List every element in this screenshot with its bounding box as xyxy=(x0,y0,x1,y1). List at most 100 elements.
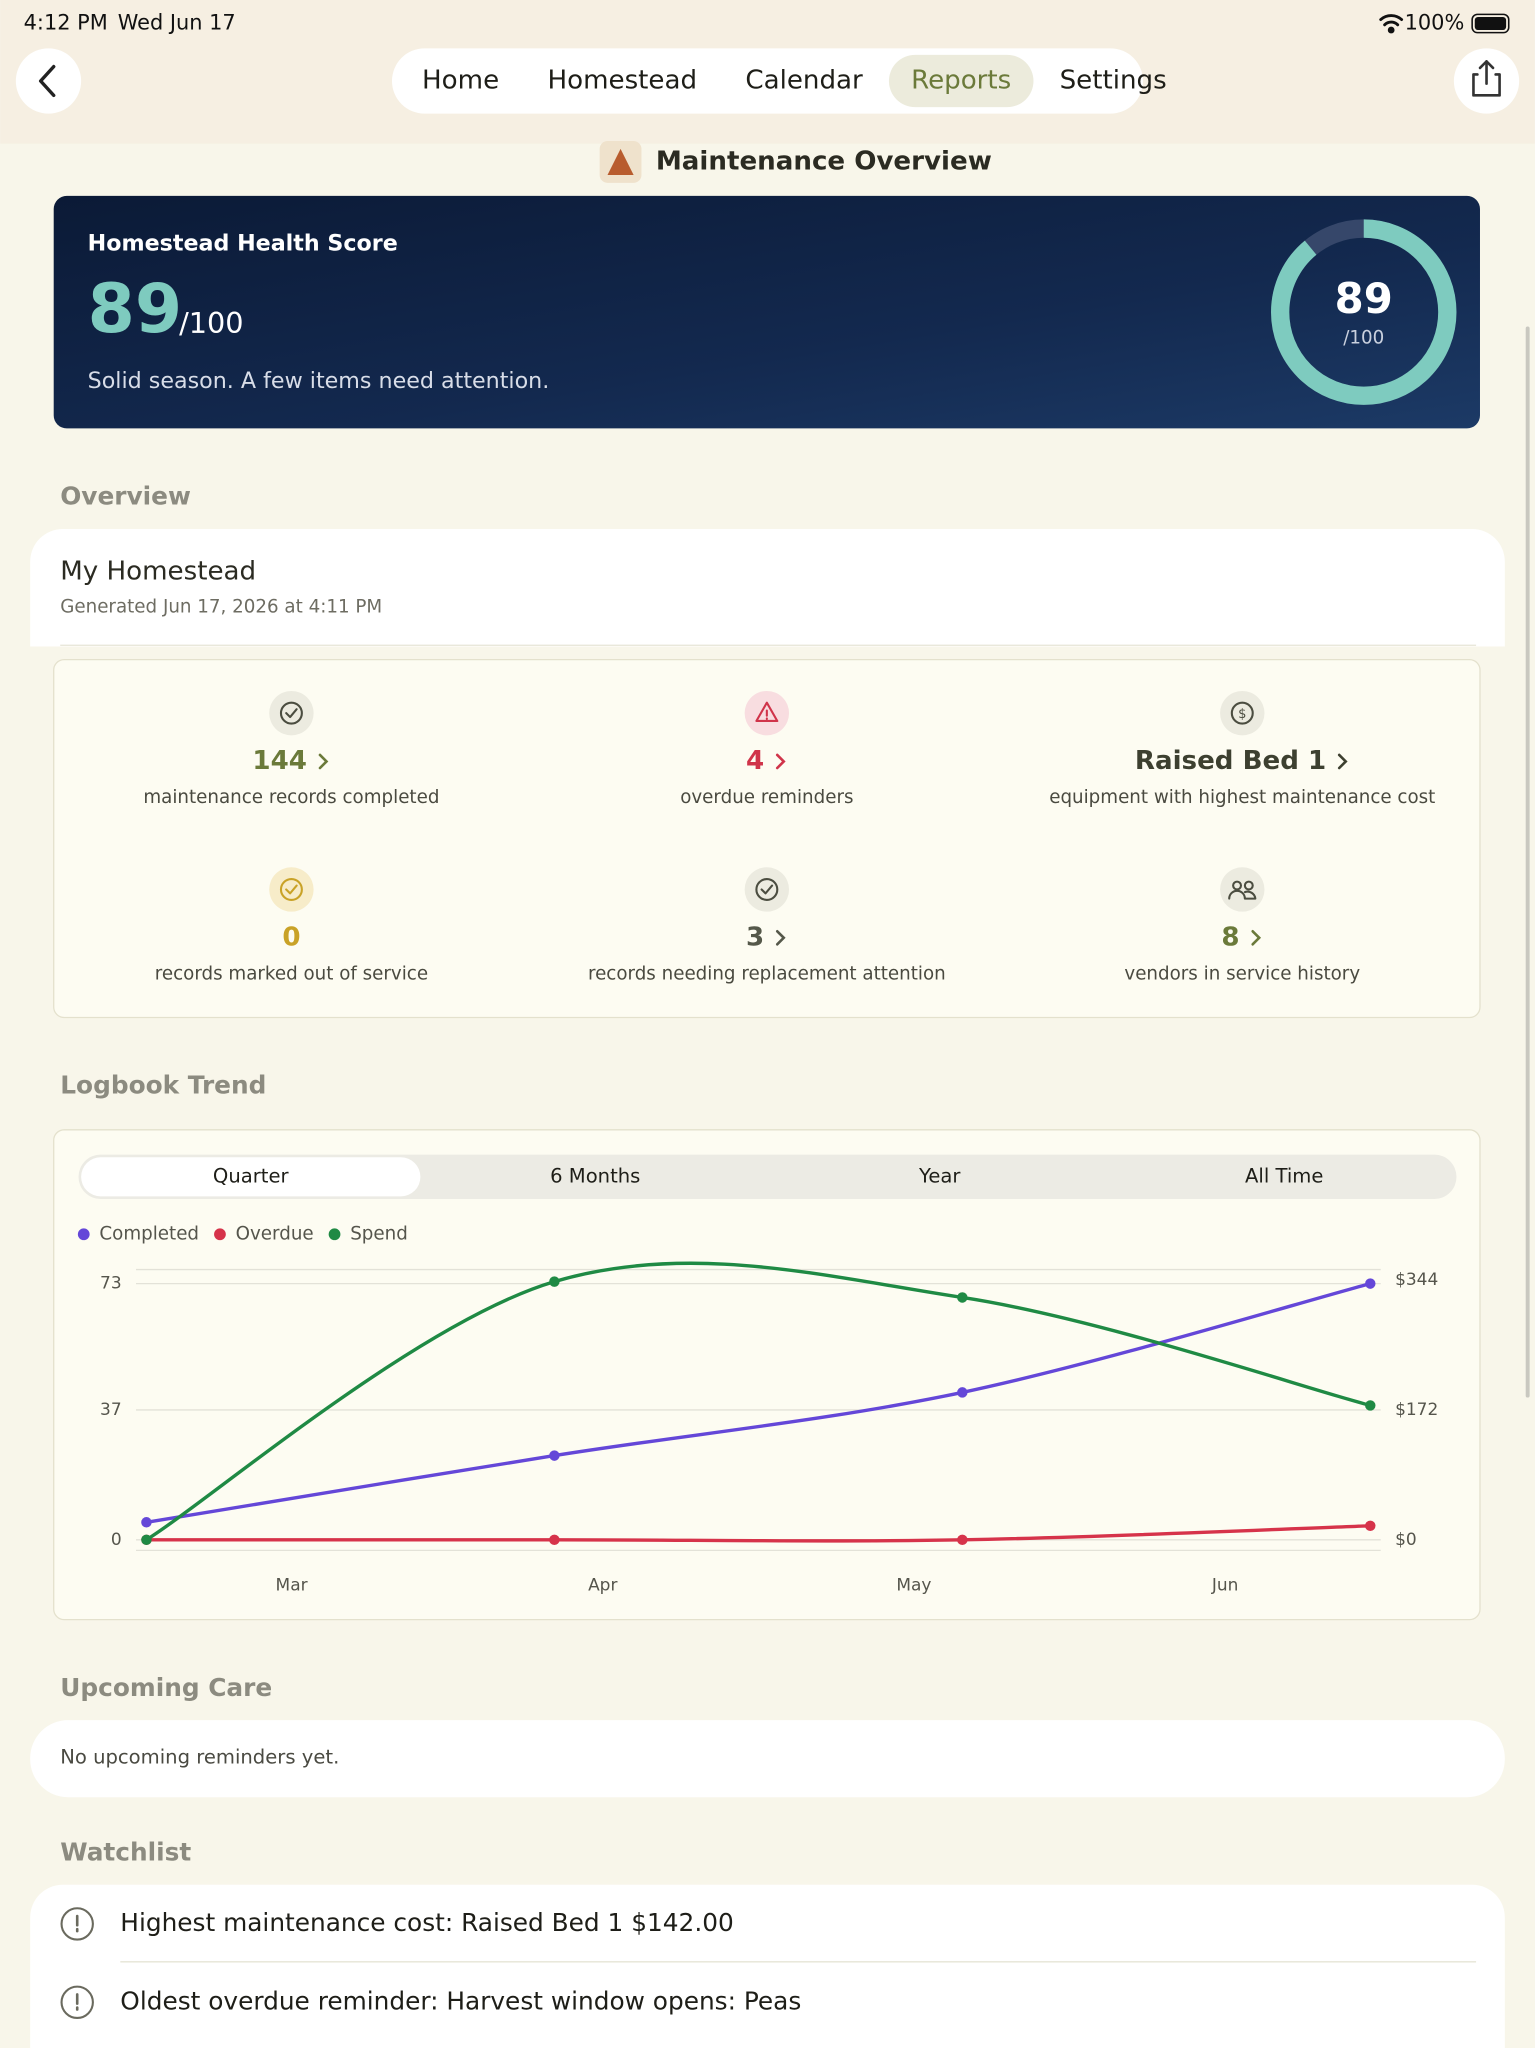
x-tick-label: Jun xyxy=(1211,1576,1239,1596)
legend-label: Spend xyxy=(350,1223,408,1244)
y2-tick-label: $172 xyxy=(1395,1400,1438,1420)
nav-tab[interactable]: Home xyxy=(422,65,499,95)
stat-icon xyxy=(755,701,779,723)
data-point xyxy=(1365,1400,1376,1411)
stat-label: records marked out of service xyxy=(155,963,428,984)
share-icon xyxy=(1472,60,1501,97)
section-heading: Watchlist xyxy=(60,1837,191,1866)
empty-text: No upcoming reminders yet. xyxy=(60,1746,339,1769)
segments: Quarter 6 Months Year All Time xyxy=(81,1157,1323,1197)
nav-tab[interactable]: Homestead xyxy=(547,65,697,95)
stat-label: overdue reminders xyxy=(680,787,853,808)
segment[interactable]: Quarter xyxy=(213,1164,290,1187)
y2-tick-label: $344 xyxy=(1395,1270,1438,1290)
stat-label: vendors in service history xyxy=(1124,963,1360,984)
segment[interactable]: 6 Months xyxy=(550,1164,640,1187)
data-point xyxy=(549,1450,560,1461)
watch-item[interactable]: Oldest overdue reminder: Harvest window … xyxy=(120,1986,801,2015)
upcoming-card xyxy=(30,1720,1505,1798)
stat-value: 0 xyxy=(282,922,300,952)
stat-value[interactable]: 3 xyxy=(746,922,764,952)
section-heading: Logbook Trend xyxy=(60,1071,266,1100)
x-tick-label: May xyxy=(896,1576,931,1596)
watchlist-items: Highest maintenance cost: Raised Bed 1 $… xyxy=(60,1907,801,2020)
health-card xyxy=(53,195,1480,429)
data-point xyxy=(141,1517,152,1528)
back-icon xyxy=(38,64,56,98)
data-point xyxy=(957,1292,968,1303)
chart-card xyxy=(53,1129,1481,1621)
data-point xyxy=(1365,1278,1376,1289)
data-point xyxy=(549,1534,560,1546)
stats-grid: 144 maintenance records completed 4 overdue… xyxy=(143,690,1435,984)
stat-value[interactable]: 144 xyxy=(252,746,307,776)
section-heading: Upcoming Care xyxy=(60,1673,272,1702)
nav-tab-active xyxy=(888,54,1034,108)
chevron xyxy=(1251,929,1262,946)
data-point xyxy=(141,1534,152,1546)
legend-dot xyxy=(214,1228,226,1241)
watch-item[interactable]: Highest maintenance cost: Raised Bed 1 $… xyxy=(120,1908,733,1937)
stat-icon xyxy=(285,708,298,719)
x-tick-label: Mar xyxy=(276,1576,308,1596)
x-tick-label: Apr xyxy=(588,1576,617,1596)
legend-dot xyxy=(328,1228,341,1241)
nav-tab[interactable]: Reports xyxy=(911,65,1011,95)
battery-icon xyxy=(1471,13,1510,34)
series-line xyxy=(145,1261,1371,1542)
nav-tabs: Home Homestead Calendar Reports Settings xyxy=(422,54,1167,108)
stat-icon xyxy=(279,701,303,725)
health-message: Solid season. A few items need attention… xyxy=(88,368,550,394)
alert-icon xyxy=(60,1907,94,1941)
legend-label: Overdue xyxy=(236,1223,314,1244)
stat-icon-bg xyxy=(269,690,314,736)
status-date: Wed Jun 17 xyxy=(118,11,236,35)
nav-tab[interactable]: Settings xyxy=(1060,65,1167,95)
y-tick-label: 0 xyxy=(111,1530,122,1550)
data-point xyxy=(1365,1520,1376,1532)
stat-value[interactable]: 4 xyxy=(746,746,764,776)
legend-dot xyxy=(77,1228,90,1241)
segmented-control xyxy=(78,1154,1457,1200)
back-button[interactable] xyxy=(15,48,82,114)
ring-progress xyxy=(1271,219,1457,405)
status-time: 4:12 PM xyxy=(24,11,108,35)
wifi-icon xyxy=(1379,14,1404,34)
chevron xyxy=(318,753,329,770)
stat-icon xyxy=(285,884,298,895)
stat-icon-glyph: $ xyxy=(1238,707,1246,722)
health-max: /100 xyxy=(179,306,244,340)
nav-tab[interactable]: Calendar xyxy=(745,65,863,95)
y-tick-label: 73 xyxy=(100,1274,122,1294)
segment-active xyxy=(81,1157,421,1197)
y2-tick-label: $0 xyxy=(1395,1530,1417,1550)
data-point xyxy=(549,1276,560,1287)
section-heading: Overview xyxy=(60,482,191,511)
stat-value[interactable]: 8 xyxy=(1221,922,1239,952)
stat-icon xyxy=(1230,701,1254,725)
health-score: 89 xyxy=(88,270,183,349)
page-title: Maintenance Overview xyxy=(656,146,992,176)
stat-icon xyxy=(1228,880,1257,900)
stat-icon-bg xyxy=(1220,690,1265,736)
watchlist-card xyxy=(30,1884,1505,2048)
series-line xyxy=(146,1524,1371,1543)
stat-label: equipment with highest maintenance cost xyxy=(1049,787,1435,808)
data-point xyxy=(957,1534,968,1546)
scrollbar xyxy=(1525,326,1530,1398)
stat-icon xyxy=(279,877,303,901)
stat-value[interactable]: Raised Bed 1 xyxy=(1135,746,1326,776)
ring xyxy=(1271,219,1457,405)
homestead-name: My Homestead xyxy=(60,557,256,587)
chart: 0 37 73 $0 $172 $344 Mar Apr May Jun Completed Over… xyxy=(77,1223,1438,1596)
stat-icon xyxy=(755,877,779,901)
chevron xyxy=(775,753,786,770)
stat-icon-bg xyxy=(744,867,790,912)
stat-icon xyxy=(760,884,774,895)
segment[interactable]: Year xyxy=(918,1164,961,1187)
data-point xyxy=(957,1387,968,1398)
title-icon-shape xyxy=(607,148,634,176)
segment[interactable]: All Time xyxy=(1245,1164,1323,1187)
battery-fill xyxy=(1474,16,1507,31)
